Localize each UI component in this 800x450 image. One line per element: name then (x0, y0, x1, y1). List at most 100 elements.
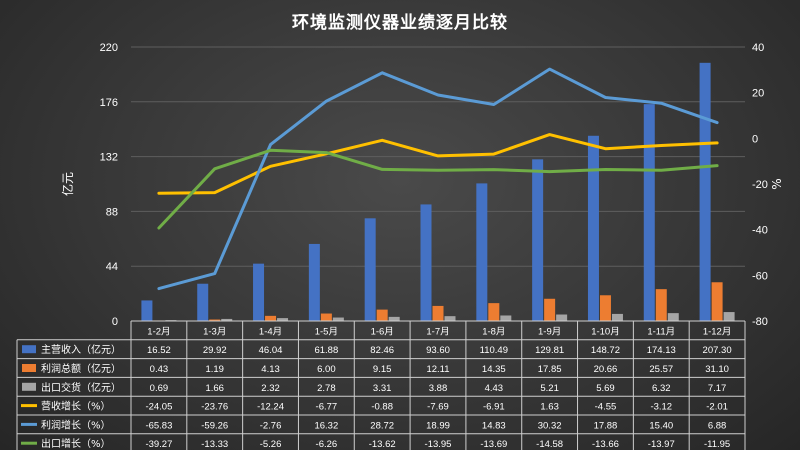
bar (556, 314, 568, 321)
data-label: -3.12 (650, 402, 672, 413)
data-label: 5.21 (540, 383, 559, 394)
legend-label: 营收增长（%） (41, 400, 111, 413)
legend-label: 出口交货（亿元） (41, 381, 121, 394)
data-label: -2.76 (260, 420, 282, 431)
y-right-tick-label: -20 (752, 179, 768, 191)
data-label: 25.57 (649, 364, 673, 375)
data-label: -12.24 (257, 402, 284, 413)
bar (308, 243, 320, 321)
data-label: 29.92 (203, 345, 227, 356)
y-left-axis-label: 亿元 (60, 172, 75, 196)
data-label: 110.49 (480, 345, 508, 356)
y-left-tick-label: 44 (106, 261, 118, 273)
bar (655, 289, 667, 321)
data-label: 0.69 (150, 383, 169, 394)
bar (500, 315, 512, 321)
data-label: 2.32 (261, 383, 280, 394)
x-tick-label: 1-7月 (426, 326, 449, 337)
y-left-tick-label: 88 (106, 206, 118, 218)
bar (711, 282, 723, 321)
data-label: 16.32 (314, 420, 338, 431)
y-left-tick-label: 0 (112, 316, 118, 328)
x-tick-label: 1-4月 (259, 326, 282, 337)
data-label: 7.17 (708, 383, 727, 394)
bar (476, 183, 488, 321)
bar (611, 313, 623, 321)
data-label: -13.62 (369, 439, 396, 450)
data-label: -24.05 (145, 402, 172, 413)
bar (432, 305, 444, 321)
series-line (157, 67, 719, 291)
data-label: 1.19 (205, 364, 224, 375)
data-label: 17.85 (538, 364, 562, 375)
y-right-tick-label: 20 (752, 88, 764, 100)
data-label: -13.97 (648, 439, 675, 450)
x-tick-label: 1-5月 (315, 326, 338, 337)
data-label: 82.46 (370, 345, 394, 356)
bar (699, 62, 711, 322)
bar (265, 315, 277, 321)
data-label: -6.26 (316, 439, 338, 450)
data-label: 16.52 (147, 345, 171, 356)
data-label: 15.40 (649, 420, 673, 431)
bar (643, 104, 655, 321)
x-tick-label: 1-9月 (538, 326, 561, 337)
data-label: -23.76 (201, 402, 228, 413)
bar (532, 159, 544, 321)
data-label: 20.66 (594, 364, 618, 375)
x-tick-label: 1-11月 (647, 326, 675, 337)
bar (332, 317, 344, 321)
data-label: 3.88 (429, 383, 448, 394)
data-label: -0.88 (371, 402, 393, 413)
bar (388, 316, 400, 321)
bar (320, 313, 332, 321)
bar (197, 283, 209, 321)
bar (253, 263, 265, 321)
bar (544, 298, 556, 321)
y-left-tick-label: 176 (100, 97, 118, 109)
data-label: 0.43 (150, 364, 169, 375)
data-label: -13.95 (425, 439, 452, 450)
y-right-tick-label: 40 (752, 42, 764, 54)
y-right-tick-label: 0 (752, 133, 758, 145)
data-label: -2.01 (706, 402, 728, 413)
data-label: 31.10 (705, 364, 729, 375)
data-label: -65.83 (145, 420, 172, 431)
x-tick-label: 1-2月 (147, 326, 170, 337)
data-label: -7.69 (427, 402, 449, 413)
x-tick-label: 1-8月 (482, 326, 505, 337)
bar (488, 303, 500, 321)
data-label: -14.58 (536, 439, 563, 450)
data-label: -59.26 (201, 420, 228, 431)
data-label: -6.77 (316, 402, 338, 413)
data-label: 17.88 (594, 420, 618, 431)
data-label: 1.63 (540, 402, 559, 413)
data-label: -13.69 (480, 439, 507, 450)
data-label: 28.72 (370, 420, 394, 431)
data-label: 1.66 (205, 383, 224, 394)
data-label: 2.78 (317, 383, 336, 394)
legend-key (22, 345, 36, 354)
data-label: -5.26 (260, 439, 282, 450)
x-tick-label: 1-12月 (703, 326, 732, 337)
chart-title: 环境监测仪器业绩逐月比较 (292, 13, 508, 33)
legend-key (22, 364, 36, 372)
data-label: 93.60 (426, 345, 450, 356)
data-label: -4.55 (595, 402, 617, 413)
data-label: 14.35 (482, 364, 506, 375)
bar (444, 316, 456, 321)
y-right-tick-label: -60 (752, 270, 768, 282)
data-label: -11.95 (704, 439, 730, 450)
data-label: 129.81 (535, 345, 564, 356)
bar (376, 309, 388, 321)
series-line (157, 148, 719, 230)
data-label: -6.91 (483, 402, 505, 413)
data-label: 9.15 (373, 364, 392, 375)
data-label: 148.72 (591, 345, 620, 356)
bar (587, 135, 599, 321)
y-left-tick-label: 132 (100, 152, 118, 164)
legend-label: 利润增长（%） (41, 418, 111, 431)
data-label: 4.43 (485, 383, 504, 394)
bar (221, 318, 233, 321)
